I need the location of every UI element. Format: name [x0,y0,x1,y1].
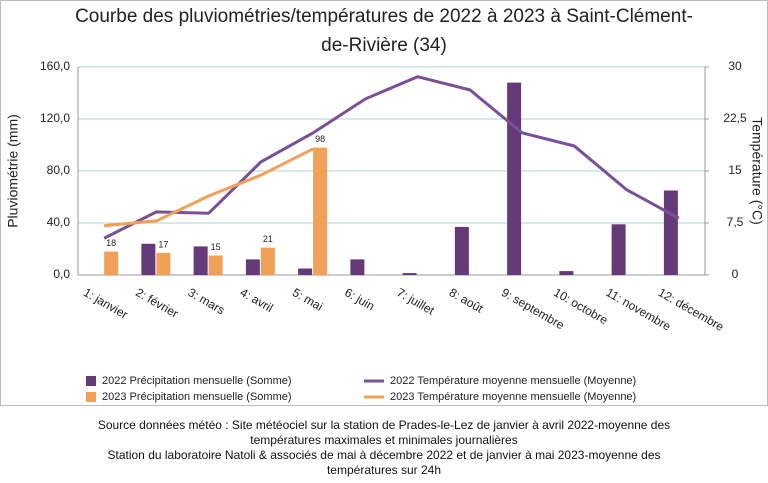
legend-swatch [86,376,96,386]
note-line: températures sur 24h [326,463,442,477]
x-tick-label: 4: avril [238,285,276,315]
bar [611,224,626,275]
bar [313,147,328,275]
bar [350,259,365,275]
y2-tick-label: 15 [728,163,742,177]
bar [260,247,275,275]
x-tick-label: 6: juin [342,285,377,313]
legend-label: 2022 Précipitation mensuelle (Somme) [102,375,292,387]
bar [507,82,522,275]
source-note: Source données météo : Site météociel su… [0,418,768,478]
y-tick-label: 120,0 [40,111,70,125]
bar [454,226,469,275]
legend-label: 2022 Température moyenne mensuelle (Moye… [390,375,636,387]
note-line: Station du laboratoire Natoli & associés… [107,448,661,462]
y-tick-label: 160,0 [40,59,70,73]
y-tick-label: 40,0 [47,215,71,229]
note-line: Source données météo : Site météociel su… [97,418,671,432]
y-tick-label: 0,0 [53,267,70,281]
bar [663,190,678,275]
x-tick-label: 2: février [133,285,180,320]
legend-label: 2023 Température moyenne mensuelle (Moye… [390,391,636,403]
data-label: 98 [315,134,325,144]
legend-swatch [86,392,96,402]
bar [245,259,260,275]
y2-tick-label: 22,5 [723,111,747,125]
y2-axis-title: Température (°C) [749,117,765,225]
bar [559,271,574,275]
line [103,75,680,240]
data-label: 21 [263,234,273,244]
legend-label: 2023 Précipitation mensuelle (Somme) [102,391,292,403]
note-line: températures maximales et minimales jour… [250,433,518,447]
y2-tick-label: 30 [728,59,742,73]
bar [208,255,223,275]
x-tick-label: 1: janvier [81,285,130,321]
bar [141,243,156,275]
bar [298,268,313,275]
data-label: 17 [158,239,168,249]
x-tick-label: 7: juillet [395,285,438,318]
chart-title: Courbe des pluviométries/températures de… [75,6,693,56]
y2-tick-label: 7,5 [727,215,744,229]
x-tick-label: 8: août [447,285,486,316]
y-tick-label: 80,0 [47,163,71,177]
data-label: 15 [211,242,221,252]
bar [156,252,171,275]
line [103,147,314,228]
x-tick-label: 5: mai [290,285,325,313]
bar [402,273,417,275]
x-tick-label: 3: mars [186,285,228,317]
bar [193,246,208,275]
bar [104,251,119,275]
data-label: 18 [106,238,116,248]
y-axis-title: Pluviométrie (mm) [5,114,21,228]
y2-tick-label: 0 [732,267,739,281]
